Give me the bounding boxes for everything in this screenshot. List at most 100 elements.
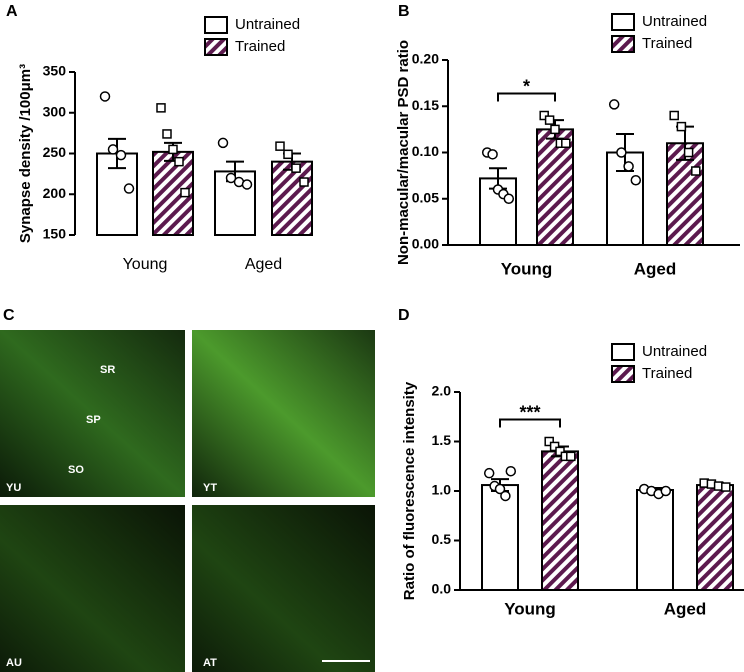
- y-tick-label: 0.05: [412, 189, 439, 205]
- micrograph-label: YU: [6, 482, 21, 494]
- panel-label: A: [6, 3, 18, 20]
- y-tick-label: 0.0: [432, 581, 452, 597]
- data-point: [283, 149, 293, 160]
- data-point: [180, 187, 190, 198]
- legend-label: Trained: [642, 365, 692, 382]
- y-tick-label: 0.5: [432, 531, 452, 547]
- legend-swatch: [611, 365, 635, 383]
- y-tick-label: 1.5: [432, 432, 452, 448]
- legend-swatch: [611, 343, 635, 361]
- data-point: [630, 175, 642, 186]
- x-tick-label: Young: [504, 599, 556, 618]
- y-axis-label: Non-macular/macular PSD ratio: [395, 40, 412, 265]
- bar: [271, 160, 313, 236]
- bar: [696, 484, 734, 591]
- data-point: [669, 110, 679, 121]
- micrograph-label: AU: [6, 657, 22, 669]
- data-point: [174, 156, 184, 167]
- bar: [536, 128, 574, 246]
- data-point: [623, 161, 634, 172]
- data-point: [494, 483, 506, 495]
- y-tick-label: 0.20: [412, 51, 439, 67]
- significance-bracket: [497, 92, 556, 102]
- y-tick-label: 1.0: [432, 482, 452, 498]
- data-point: [616, 147, 627, 158]
- data-point: [608, 99, 620, 110]
- data-point: [660, 485, 672, 497]
- x-tick-label: Aged: [664, 599, 707, 618]
- data-point: [115, 149, 127, 161]
- legend-swatch: [611, 13, 635, 31]
- x-tick-label: Aged: [245, 256, 282, 273]
- x-tick-label: Young: [123, 256, 168, 273]
- significance-bracket: [499, 418, 561, 428]
- panel-label: D: [398, 307, 410, 324]
- data-point: [500, 490, 511, 502]
- data-point: [566, 451, 576, 462]
- legend-label: Trained: [235, 38, 285, 55]
- bar: [541, 450, 579, 591]
- micrograph: [192, 505, 375, 672]
- data-point: [275, 141, 285, 151]
- data-point: [544, 436, 554, 447]
- region-label: SP: [86, 414, 101, 426]
- data-point: [505, 465, 517, 477]
- data-point: [544, 115, 555, 125]
- micrograph: [192, 330, 375, 497]
- legend-label: Untrained: [642, 343, 707, 360]
- data-point: [299, 177, 309, 187]
- legend-label: Trained: [642, 35, 692, 52]
- micrograph-label: YT: [203, 482, 217, 494]
- x-tick-label: Young: [501, 259, 553, 278]
- data-point: [225, 172, 237, 184]
- data-point: [487, 149, 498, 160]
- significance-label: ***: [519, 402, 540, 422]
- y-tick-label: 0.00: [412, 236, 439, 252]
- y-axis-label: Synapse density /100μm³: [17, 64, 34, 243]
- data-point: [503, 193, 515, 204]
- y-tick-label: 300: [43, 103, 67, 119]
- data-point: [549, 441, 560, 452]
- data-point: [683, 147, 694, 158]
- legend-label: Untrained: [642, 13, 707, 30]
- panel-label: B: [398, 3, 410, 20]
- legend-swatch: [611, 35, 635, 53]
- y-tick-label: 350: [43, 63, 67, 79]
- significance-label: *: [523, 76, 530, 96]
- x-tick-label: Aged: [634, 259, 677, 278]
- data-point: [555, 446, 565, 457]
- data-point: [561, 138, 571, 148]
- data-point: [691, 166, 701, 176]
- micrograph: [0, 505, 185, 672]
- data-point: [483, 467, 495, 479]
- data-point: [162, 129, 172, 139]
- data-point: [156, 103, 166, 113]
- micrograph-label: AT: [203, 657, 217, 669]
- data-point: [241, 179, 253, 190]
- legend-label: Untrained: [235, 16, 300, 33]
- bar: [636, 489, 674, 592]
- legend-swatch: [204, 38, 228, 56]
- legend-swatch: [204, 16, 228, 34]
- micrograph: [0, 330, 185, 497]
- data-point: [99, 91, 111, 102]
- data-point: [107, 144, 119, 155]
- data-point: [168, 144, 178, 155]
- bar: [481, 484, 519, 591]
- data-point: [676, 121, 687, 132]
- y-tick-label: 200: [43, 185, 67, 201]
- y-tick-label: 0.10: [412, 143, 439, 159]
- panel-label: C: [3, 307, 15, 324]
- y-tick-label: 150: [43, 226, 67, 242]
- data-point: [550, 124, 560, 135]
- data-point: [721, 482, 731, 492]
- data-point: [217, 137, 229, 149]
- y-axis-label: Ratio of fluorescence intensity: [401, 381, 418, 600]
- region-label: SR: [100, 364, 115, 376]
- y-tick-label: 2.0: [432, 383, 452, 399]
- y-tick-label: 250: [43, 144, 67, 160]
- region-label: SO: [68, 464, 84, 476]
- data-point: [123, 183, 135, 194]
- data-point: [291, 163, 301, 173]
